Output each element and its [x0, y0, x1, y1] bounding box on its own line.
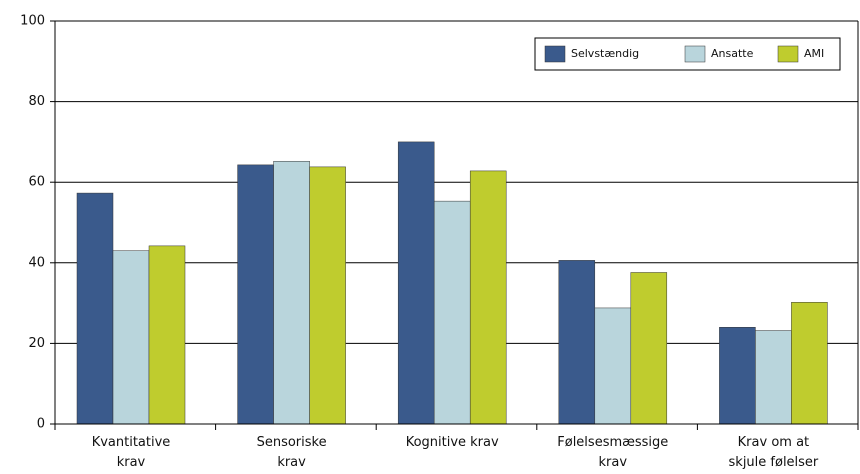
y-tick-label: 0 — [37, 417, 45, 432]
y-tick-label: 20 — [28, 336, 45, 351]
legend-label: Ansatte — [711, 47, 754, 60]
legend-label: Selvstændig — [571, 47, 639, 60]
y-tick-label: 80 — [28, 94, 45, 109]
x-tick-label: Sensoriske krav — [257, 435, 327, 470]
bar — [76, 192, 114, 425]
bar — [397, 141, 435, 425]
bar — [558, 260, 596, 425]
y-tick-label: 60 — [28, 175, 45, 190]
legend-swatch — [777, 45, 799, 63]
y-tick-label: 100 — [20, 14, 45, 29]
legend-label: AMI — [804, 47, 824, 60]
bar — [309, 166, 346, 425]
bar — [791, 302, 828, 425]
bar — [755, 330, 792, 425]
bar — [594, 307, 632, 425]
bar — [630, 272, 668, 425]
bar — [112, 250, 150, 425]
bar — [273, 160, 310, 425]
x-tick-label: Følelsesmæssige krav — [557, 435, 668, 470]
x-tick-label: Kognitive krav — [406, 435, 499, 450]
bar — [433, 200, 471, 425]
bar — [469, 170, 507, 425]
x-tick-label: Krav om at skjule følelser — [729, 435, 819, 470]
legend-swatch — [684, 45, 706, 63]
legend-swatch — [544, 45, 566, 63]
bar — [148, 245, 186, 425]
bar — [719, 327, 756, 425]
x-tick-label: Kvantitative krav — [92, 435, 171, 470]
y-tick-label: 40 — [28, 255, 45, 270]
bar — [237, 164, 274, 425]
